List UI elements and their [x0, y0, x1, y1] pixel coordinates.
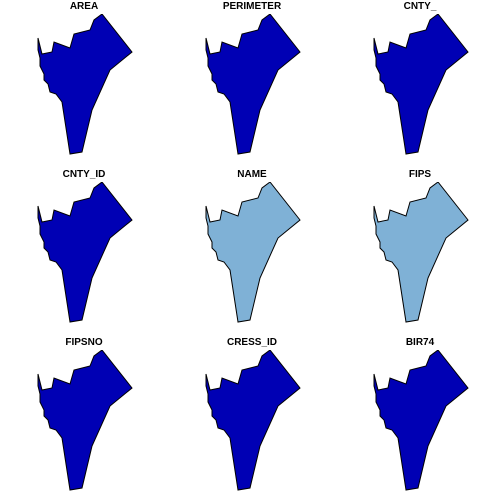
county-polygon — [373, 182, 469, 323]
panel-title: CNTY_ID — [62, 169, 106, 180]
panel-title: CRESS_ID — [226, 337, 277, 348]
panel-map — [373, 182, 469, 323]
panel-map — [205, 14, 301, 155]
county-polygon — [373, 350, 469, 491]
panel-title: AREA — [69, 1, 99, 12]
panel-title: FIPS — [408, 169, 432, 180]
map-panel: NAME — [168, 168, 336, 336]
panel-map — [205, 182, 301, 323]
panel-title: PERIMETER — [222, 1, 282, 12]
panel-map — [37, 182, 133, 323]
panel-title: CNTY_ — [403, 1, 437, 12]
panel-title: FIPSNO — [65, 337, 103, 348]
county-polygon — [205, 14, 301, 155]
map-panel: BIR74 — [336, 336, 504, 504]
county-polygon — [37, 182, 133, 323]
map-panel: PERIMETER — [168, 0, 336, 168]
panel-map — [37, 14, 133, 155]
county-polygon — [37, 14, 133, 155]
county-polygon — [373, 14, 469, 155]
panel-map — [37, 350, 133, 491]
panel-map — [373, 350, 469, 491]
panel-map — [205, 350, 301, 491]
map-panel: CNTY_ — [336, 0, 504, 168]
county-polygon — [205, 350, 301, 491]
county-polygon — [37, 350, 133, 491]
map-panel: CNTY_ID — [0, 168, 168, 336]
map-panel: FIPSNO — [0, 336, 168, 504]
panel-map — [373, 14, 469, 155]
panel-title: BIR74 — [405, 337, 435, 348]
map-panel: CRESS_ID — [168, 336, 336, 504]
map-panel: FIPS — [336, 168, 504, 336]
panel-title: NAME — [237, 169, 267, 180]
county-polygon — [205, 182, 301, 323]
map-panel: AREA — [0, 0, 168, 168]
